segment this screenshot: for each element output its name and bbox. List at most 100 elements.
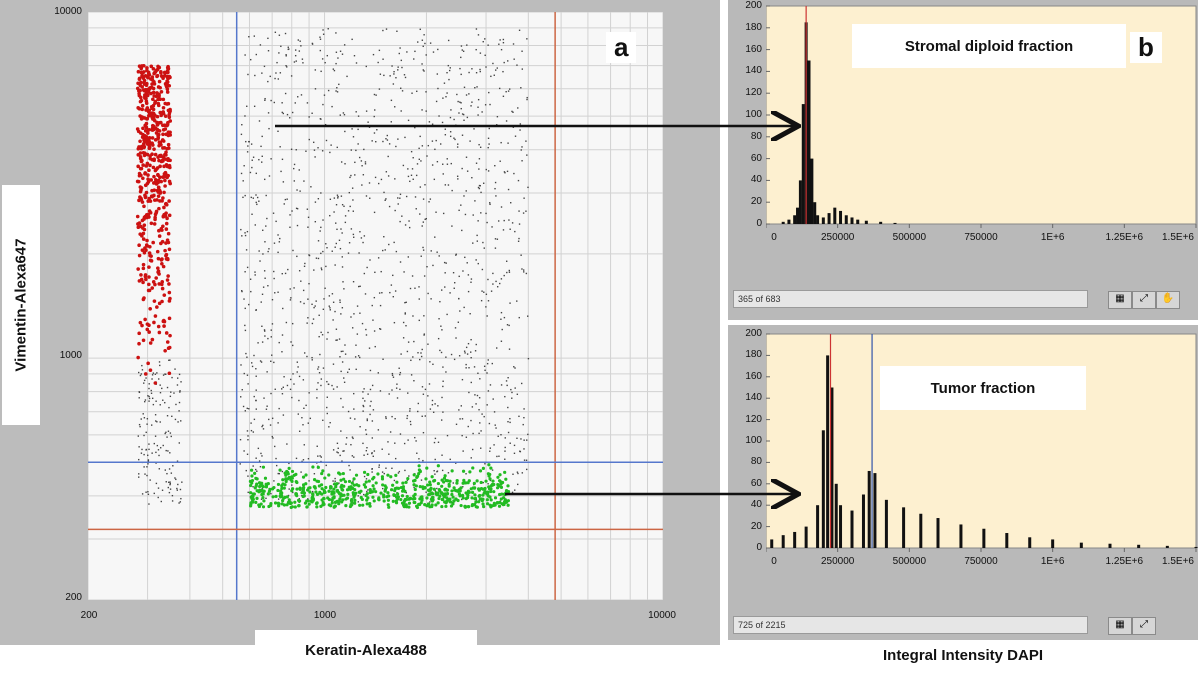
scatter-point-gray: [146, 474, 148, 477]
scatter-point-red: [146, 75, 150, 80]
scatter-point-gray: [371, 452, 373, 454]
scatter-point-gray: [279, 146, 281, 148]
scatter-point-gray: [296, 208, 299, 210]
scatter-point-green: [471, 466, 475, 470]
scatter-point-gray: [145, 377, 147, 379]
scatter-point-green: [440, 484, 444, 488]
scatter-point-gray: [318, 314, 320, 317]
scatter-point-gray: [461, 378, 464, 381]
scatter-point-gray: [166, 472, 168, 475]
scatter-point-green: [381, 483, 385, 487]
scatter-point-green: [484, 479, 488, 483]
scatter-point-green: [280, 486, 284, 490]
scatter-point-gray: [297, 413, 300, 415]
scatter-point-red: [141, 266, 146, 271]
scatter-point-gray: [475, 162, 478, 164]
scatter-point-gray: [382, 58, 384, 60]
scatter-point-gray: [282, 414, 285, 416]
bottom-hist-y-tick-label: 40: [750, 499, 762, 511]
scatter-point-gray: [427, 395, 429, 397]
scatter-point-gray: [521, 50, 523, 52]
scatter-point-gray: [446, 92, 448, 94]
scatter-point-gray: [322, 367, 325, 369]
scatter-point-red: [137, 91, 141, 96]
scatter-point-green: [481, 502, 485, 506]
scatter-point-gray: [169, 452, 171, 454]
scatter-point-gray: [462, 486, 464, 488]
scatter-point-gray: [293, 167, 295, 170]
zoom-tool-icon[interactable]: ⤢: [1132, 291, 1156, 309]
scatter-point-gray: [504, 446, 506, 449]
scatter-point-gray: [509, 228, 511, 230]
hist-x-tick-label: 0: [771, 232, 777, 243]
scatter-point-red: [159, 241, 163, 246]
pan-tool-icon[interactable]: ✋: [1156, 291, 1180, 309]
scatter-point-red: [142, 296, 146, 300]
scatter-point-gray: [382, 29, 384, 32]
scatter-point-gray: [274, 445, 276, 448]
scatter-point-gray: [364, 161, 367, 163]
scatter-point-gray: [282, 112, 285, 115]
scatter-point-gray: [143, 417, 146, 419]
scatter-point-gray: [335, 328, 338, 330]
scatter-point-gray: [244, 324, 246, 327]
scatter-point-red: [157, 330, 162, 335]
grid-tool-icon[interactable]: ▦: [1108, 291, 1132, 309]
scatter-point-gray: [295, 60, 297, 62]
top-hist-y-tick-label: 180: [745, 21, 762, 33]
scatter-point-gray: [399, 371, 402, 374]
scatter-point-gray: [490, 75, 492, 78]
scatter-point-gray: [461, 134, 464, 136]
scatter-point-gray: [379, 304, 382, 307]
scatter-point-gray: [260, 301, 262, 303]
scatter-point-gray: [354, 161, 356, 164]
scatter-point-green: [374, 490, 378, 494]
scatter-point-gray: [435, 139, 437, 142]
scatter-point-gray: [509, 302, 511, 304]
scatter-point-gray: [387, 155, 389, 158]
scatter-point-red: [165, 65, 170, 70]
scatter-point-gray: [336, 91, 339, 93]
scatter-point-gray: [373, 115, 375, 118]
scatter-point-gray: [264, 178, 266, 181]
scatter-point-gray: [507, 142, 509, 144]
scatter-point-gray: [377, 257, 380, 259]
scatter-point-green: [376, 472, 380, 476]
scatter-point-red: [160, 282, 164, 287]
scatter-point-gray: [342, 281, 344, 283]
zoom-tool-icon-2[interactable]: ⤢: [1132, 617, 1156, 635]
scatter-point-red: [150, 106, 154, 111]
scatter-point-gray: [180, 381, 182, 383]
grid-tool-icon-2[interactable]: ▦: [1108, 617, 1132, 635]
hist-bar: [830, 387, 834, 548]
scatter-point-green: [308, 490, 312, 494]
y-tick-1000: 1000: [59, 350, 82, 361]
scatter-point-red: [147, 323, 151, 328]
scatter-point-gray: [421, 109, 423, 111]
scatter-point-gray: [370, 400, 372, 403]
hist-bar: [902, 507, 906, 548]
scatter-point-red: [145, 327, 150, 332]
scatter-point-green: [436, 481, 440, 486]
scatter-point-green: [506, 503, 510, 507]
scatter-point-green: [417, 472, 421, 476]
scatter-point-gray: [522, 423, 524, 426]
scatter-point-red: [150, 78, 155, 82]
scatter-point-green: [486, 472, 491, 476]
scatter-point-red: [149, 85, 154, 90]
hist-x-tick-label: 250000: [821, 232, 855, 243]
scatter-point-gray: [460, 45, 463, 47]
scatter-point-green: [473, 486, 477, 490]
scatter-point-gray: [274, 292, 276, 294]
scatter-point-gray: [176, 377, 179, 379]
scatter-point-gray: [423, 334, 425, 336]
scatter-point-gray: [243, 165, 245, 167]
scatter-point-gray: [477, 114, 479, 116]
scatter-point-gray: [449, 135, 452, 138]
scatter-point-gray: [509, 417, 511, 420]
scatter-point-gray: [279, 237, 281, 240]
scatter-point-gray: [417, 352, 419, 354]
scatter-point-gray: [256, 203, 258, 206]
scatter-point-green: [451, 495, 455, 499]
scatter-point-gray: [458, 209, 460, 212]
